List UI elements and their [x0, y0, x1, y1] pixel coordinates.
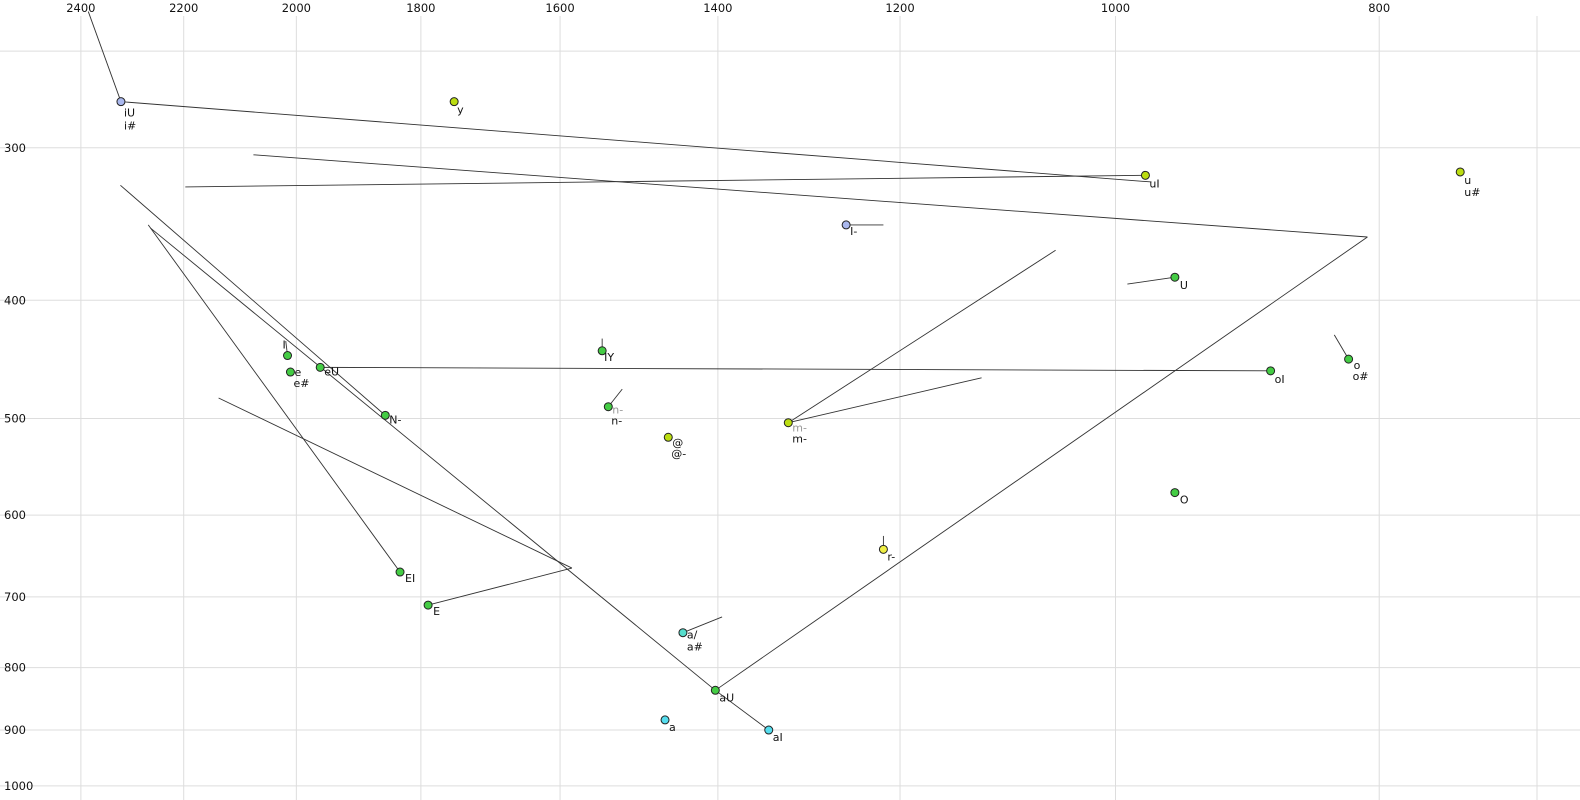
vowel-label: m- [792, 433, 807, 446]
vowel-label: O [1180, 494, 1189, 507]
trajectory-line [120, 101, 1152, 183]
vowel-label: u [1464, 174, 1471, 187]
vowel-point-aI [764, 725, 774, 735]
vowel-point-a [678, 628, 688, 638]
trajectory-line [320, 366, 1271, 372]
vowel-point-o [1344, 354, 1354, 364]
trajectory-line [147, 224, 401, 573]
trajectory-line [788, 249, 1056, 424]
vowel-label: a/ [687, 629, 698, 642]
trajectory-line [253, 154, 1368, 238]
vowel-label: o [1354, 359, 1361, 372]
vowel-label: I [283, 339, 286, 352]
y-tick-label: 400 [4, 293, 26, 307]
vowel-label: o# [1353, 370, 1369, 383]
trajectory-line [788, 377, 982, 424]
vowel-point- [663, 432, 673, 442]
vowel-label: @ [672, 436, 683, 449]
vowel-label: e# [293, 377, 309, 390]
trajectory-line [120, 184, 386, 416]
trajectory-line [185, 174, 1146, 188]
vowel-point-a [660, 715, 670, 725]
vowel-point-I [283, 351, 293, 361]
vowel-point-U [1170, 272, 1180, 282]
vowel-label: iU [124, 107, 135, 120]
vowel-label: U [1180, 279, 1188, 292]
vowel-point-aU [710, 685, 720, 695]
vowel-label: r- [887, 550, 895, 563]
vowel-label: N- [389, 413, 401, 426]
vowel-point-eU [315, 362, 325, 372]
x-tick-label: 2400 [66, 1, 95, 15]
x-tick-label: 1400 [703, 1, 732, 15]
y-tick-label: 700 [4, 590, 26, 604]
vowel-label: E [433, 605, 440, 618]
vowel-point-IY [597, 346, 607, 356]
vowel-point-r [878, 544, 888, 554]
x-tick-label: 1600 [545, 1, 574, 15]
vowel-label: uI [1149, 177, 1159, 190]
y-tick-label: 900 [4, 723, 26, 737]
trajectory-line [150, 227, 716, 691]
vowel-label: a# [687, 641, 703, 654]
trajectory-line [1333, 334, 1349, 360]
x-tick-label: 2000 [282, 1, 311, 15]
vowel-point-O [1170, 488, 1180, 498]
vowel-point-uI [1140, 170, 1150, 180]
x-tick-label: 2200 [169, 1, 198, 15]
x-tick-label: 1800 [406, 1, 435, 15]
trajectory-line [427, 567, 573, 606]
vowel-label: u# [1464, 186, 1480, 199]
vowel-label: y [457, 104, 464, 117]
y-tick-label: 800 [4, 661, 26, 675]
vowel-point-n [603, 402, 613, 412]
y-tick-label: 1000 [4, 779, 33, 793]
vowel-label: m- [792, 422, 807, 435]
vowel-point-m [783, 418, 793, 428]
vowel-label: a [669, 721, 676, 734]
vowel-point-oI [1266, 366, 1276, 376]
vowel-label: EI [405, 572, 415, 585]
vowel-point-I [841, 220, 851, 230]
vowel-point-EI [395, 567, 405, 577]
trajectory-line [1127, 276, 1175, 285]
vowel-label: n- [611, 415, 622, 428]
trajectory-line [715, 689, 770, 731]
vowel-label: aI [773, 731, 783, 744]
vowel-point-N [380, 410, 390, 420]
trajectory-line [87, 11, 122, 102]
y-tick-label: 600 [4, 508, 26, 522]
vowel-point-u [1455, 167, 1465, 177]
vowel-label: aU [719, 691, 734, 704]
vowel-label: oI [1275, 373, 1285, 386]
vowel-point-iU [116, 97, 126, 107]
vowel-label: eU [324, 365, 339, 378]
trajectory-line [682, 616, 723, 634]
trajectory-line [715, 236, 1368, 691]
vowel-label: i# [124, 120, 136, 133]
x-tick-label: 1200 [885, 1, 914, 15]
x-tick-label: 800 [1368, 1, 1390, 15]
y-tick-label: 300 [4, 141, 26, 155]
x-tick-label: 1000 [1101, 1, 1130, 15]
vowel-label: I- [850, 225, 857, 238]
vowel-label: @- [671, 447, 686, 460]
vowel-label: n- [612, 404, 623, 417]
vowel-point-E [423, 600, 433, 610]
vowel-label: IY [604, 351, 614, 364]
vowel-label: e [294, 366, 301, 379]
vowel-point-e [285, 367, 295, 377]
y-tick-label: 500 [4, 412, 26, 426]
trajectory-line [218, 397, 573, 569]
vowel-point-y [449, 97, 459, 107]
